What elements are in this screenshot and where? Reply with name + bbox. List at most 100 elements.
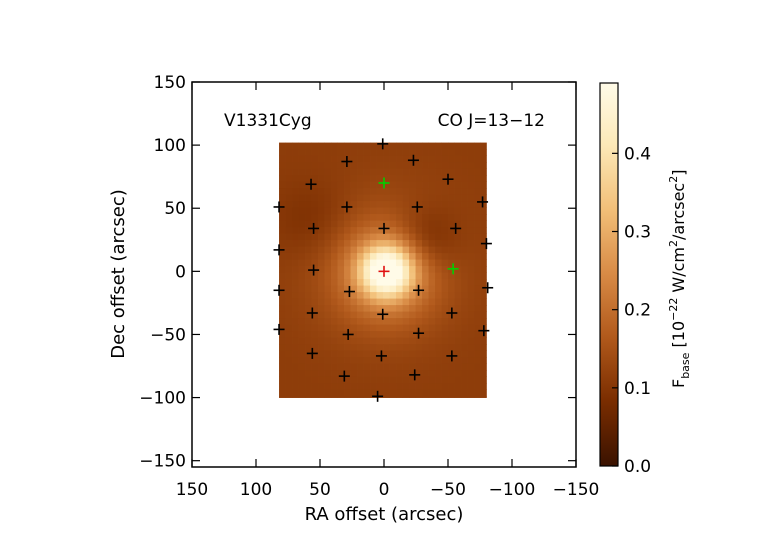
map-pixel <box>454 344 462 351</box>
map-pixel <box>363 233 371 241</box>
map-pixel <box>422 285 429 293</box>
map-pixel <box>337 142 345 150</box>
map-pixel <box>376 272 384 280</box>
map-pixel <box>402 376 410 384</box>
map-pixel <box>383 246 390 254</box>
map-pixel <box>363 201 371 208</box>
map-pixel <box>324 240 332 247</box>
map-pixel <box>448 149 455 156</box>
map-pixel <box>435 324 442 332</box>
map-pixel <box>292 337 299 345</box>
map-pixel <box>324 220 332 228</box>
map-pixel <box>292 162 299 169</box>
map-pixel <box>422 181 429 189</box>
map-pixel <box>376 344 384 351</box>
map-pixel <box>402 259 410 267</box>
map-pixel <box>376 181 384 189</box>
map-pixel <box>344 272 351 280</box>
map-pixel <box>389 155 397 163</box>
spaxel-marker <box>411 201 423 213</box>
map-pixel <box>337 240 345 247</box>
map-pixel <box>292 240 299 247</box>
map-pixel <box>331 253 338 260</box>
map-pixel <box>285 175 293 182</box>
map-pixel <box>409 227 416 234</box>
map-pixel <box>422 272 429 280</box>
spaxel-marker <box>413 284 425 296</box>
map-pixel <box>292 305 299 312</box>
map-pixel <box>305 344 312 351</box>
y-tick-label: −100 <box>139 389 186 409</box>
map-pixel <box>448 240 455 247</box>
map-pixel <box>454 305 462 312</box>
map-pixel <box>298 246 306 254</box>
map-pixel <box>415 162 423 169</box>
map-pixel <box>448 376 455 384</box>
map-pixel <box>318 246 325 254</box>
map-pixel <box>305 311 312 319</box>
map-pixel <box>461 383 468 390</box>
map-pixel <box>285 370 293 377</box>
map-pixel <box>474 376 481 384</box>
map-pixel <box>363 259 371 267</box>
map-pixel <box>415 370 423 377</box>
map-pixel <box>383 272 390 280</box>
map-pixel <box>467 298 475 306</box>
map-pixel <box>467 363 475 371</box>
map-pixel <box>454 298 462 306</box>
map-pixel <box>344 253 351 260</box>
map-pixel <box>350 220 358 228</box>
map-pixel <box>318 214 325 221</box>
map-pixel <box>370 305 377 312</box>
map-pixel <box>441 214 449 221</box>
map-pixel <box>376 266 384 273</box>
map-pixel <box>402 363 410 371</box>
map-pixel <box>292 389 299 397</box>
map-pixel <box>311 305 319 312</box>
map-pixel <box>467 279 475 286</box>
map-pixel <box>337 389 345 397</box>
map-pixel <box>337 155 345 163</box>
map-pixel <box>376 383 384 390</box>
map-pixel <box>337 259 345 267</box>
map-pixel <box>383 383 390 390</box>
map-pixel <box>311 201 319 208</box>
map-pixel <box>311 363 319 371</box>
map-pixel <box>396 155 403 163</box>
map-pixel <box>383 337 390 345</box>
map-pixel <box>422 214 429 221</box>
map-pixel <box>435 344 442 351</box>
map-pixel <box>350 162 358 169</box>
map-pixel <box>285 233 293 241</box>
map-pixel <box>396 259 403 267</box>
map-pixel <box>305 168 312 176</box>
x-axis-label: RA offset (arcsec) <box>305 504 464 525</box>
map-pixel <box>279 318 286 325</box>
map-pixel <box>331 194 338 202</box>
map-pixel <box>337 201 345 208</box>
map-pixel <box>318 292 325 299</box>
map-pixel <box>318 207 325 215</box>
map-pixel <box>467 240 475 247</box>
map-pixel <box>350 194 358 202</box>
map-pixel <box>279 396 286 398</box>
map-pixel <box>461 318 468 325</box>
map-pixel <box>480 357 487 364</box>
map-pixel <box>467 272 475 280</box>
map-pixel <box>422 259 429 267</box>
map-pixel <box>402 292 410 299</box>
map-pixel <box>311 175 319 182</box>
map-pixel <box>402 201 410 208</box>
map-pixel <box>435 298 442 306</box>
map-pixel <box>454 162 462 169</box>
map-pixel <box>311 168 319 176</box>
map-pixel <box>305 370 312 377</box>
map-pixel <box>402 344 410 351</box>
map-pixel <box>383 188 390 195</box>
spaxel-marker <box>308 222 320 234</box>
map-pixel <box>474 142 481 150</box>
map-pixel <box>422 155 429 163</box>
map-pixel <box>298 344 306 351</box>
map-pixel <box>415 142 423 150</box>
map-pixel <box>428 168 436 176</box>
